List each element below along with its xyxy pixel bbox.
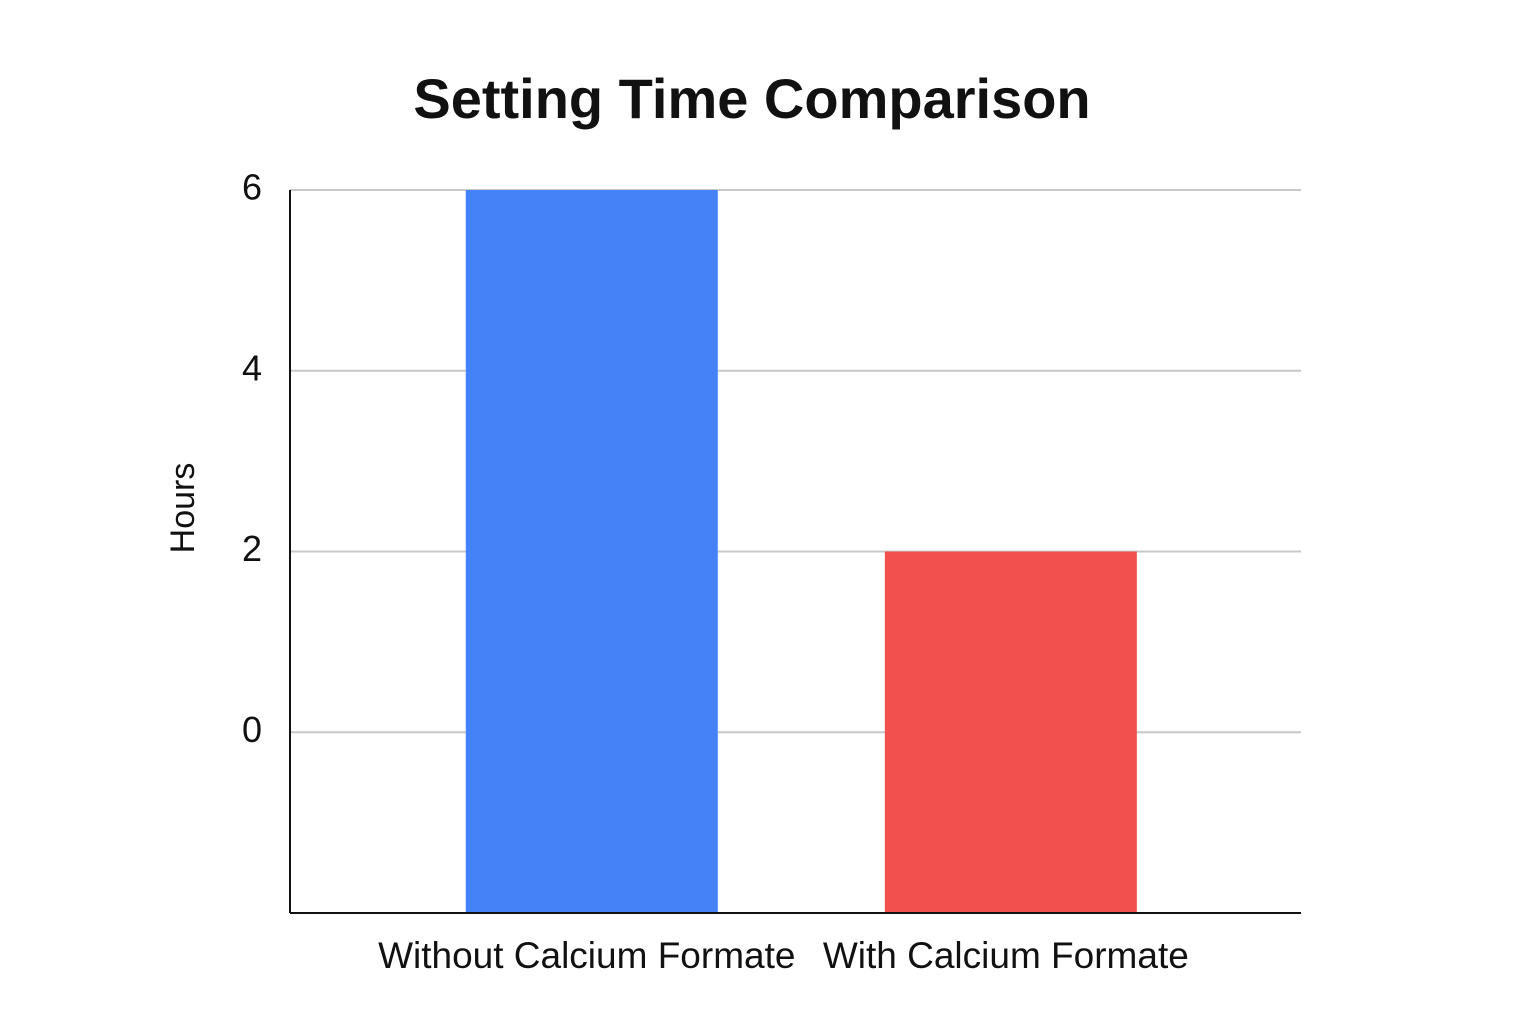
y-tick-label: 0	[242, 709, 262, 750]
x-tick-label: With Calcium Formate	[823, 935, 1189, 976]
y-tick-label: 6	[242, 167, 262, 208]
y-tick-label: 2	[242, 528, 262, 569]
x-tick-label: Without Calcium Formate	[378, 935, 795, 976]
y-tick-label: 4	[242, 347, 262, 388]
chart-title: Setting Time Comparison	[413, 67, 1090, 130]
bar	[884, 551, 1137, 913]
y-axis-label: Hours	[164, 463, 202, 554]
bar	[465, 190, 718, 913]
